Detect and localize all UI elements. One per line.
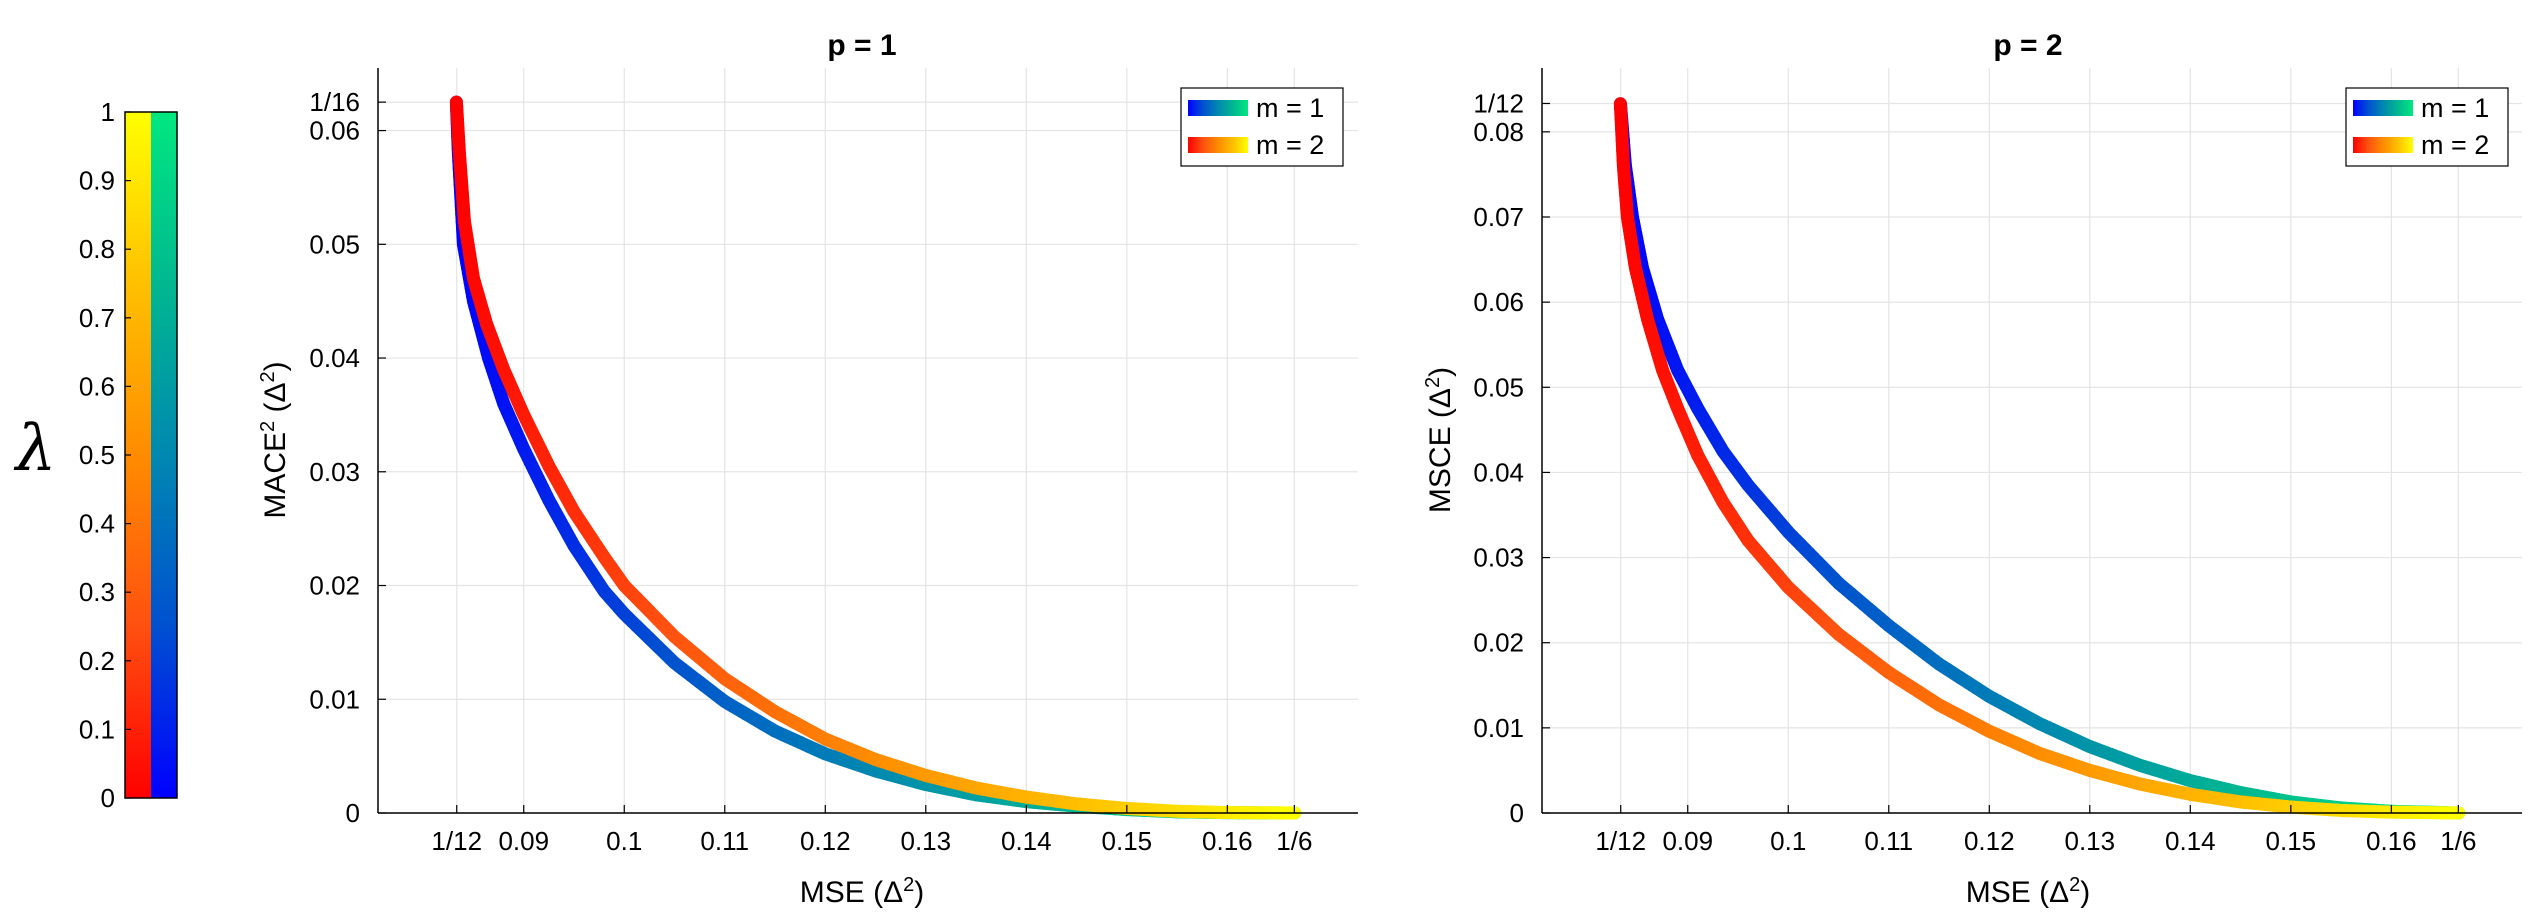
colorbar: λ 0 0.1 0.2 0.3 0.4 0.5 0.6 0.7 0.8 0.9 1 [13,97,178,813]
chart-p1-x-ticks: 1/12 0.09 0.1 0.11 0.12 0.13 0.14 0.15 0.16 1/6 [431,805,1312,856]
colorbar-tick-label: 1 [101,97,115,127]
series-2 [1613,97,2466,820]
y-tick-label: 1/12 [1473,88,1524,118]
chart-p1-legend-swatch-m2 [1188,137,1248,153]
x-tick-label: 0.11 [700,826,749,856]
colorbar-tick-label: 0.9 [79,166,115,196]
y-tick-label: 0.06 [309,116,360,146]
chart-p2-legend-swatch-m2 [2353,137,2413,153]
x-tick-label: 0.09 [498,826,549,856]
y-tick-label: 0.05 [309,229,360,259]
chart-p2-xlabel: MSE (Δ2) [1966,874,2091,909]
colorbar-label: λ [13,412,57,486]
colorbar-ticks: 0 0.1 0.2 0.3 0.4 0.5 0.6 0.7 0.8 0.9 1 [79,97,131,813]
x-tick-label: 0.1 [1770,826,1806,856]
series-1 [1613,97,2466,820]
chart-p2-title: p = 2 [1993,29,2062,62]
y-tick-label: 0.04 [1473,457,1524,487]
y-tick-label: 0.07 [1473,202,1524,232]
x-tick-label: 0.13 [2064,826,2115,856]
colorbar-tick-label: 0.5 [79,440,115,470]
y-tick-label: 1/16 [309,87,360,117]
x-tick-label: 0.12 [800,826,851,856]
y-tick-label: 0.05 [1473,372,1524,402]
series-1 [449,95,1302,820]
chart-p2: p = 2 1/12 0.09 0.1 0.11 0.12 0.13 0.14 0.15 0.1… [1422,29,2522,909]
chart-p2-ylabel: MSCE (Δ2) [1422,367,1457,513]
y-tick-label: 0.02 [309,571,360,601]
colorbar-tick-label: 0 [101,783,115,813]
colorbar-tick-label: 0.4 [79,509,115,539]
colorbar-tick-label: 0.3 [79,577,115,607]
chart-p2-legend-label-m2: m = 2 [2421,130,2489,160]
series-2 [449,95,1302,820]
colorbar-tick-label: 0.1 [79,714,115,744]
x-tick-label: 0.09 [1662,826,1713,856]
chart-p1-xlabel: MSE (Δ2) [800,874,925,909]
x-tick-label: 1/6 [2440,826,2476,856]
x-tick-label: 0.1 [606,826,642,856]
y-tick-label: 0.01 [309,684,360,714]
chart-p2-series [1613,97,2466,820]
x-tick-label: 0.14 [1001,826,1052,856]
y-tick-label: 0 [1510,798,1524,828]
x-tick-label: 1/12 [431,826,482,856]
y-tick-label: 0.02 [1473,628,1524,658]
x-tick-label: 1/12 [1595,826,1646,856]
colorbar-tick-label: 0.6 [79,371,115,401]
x-tick-label: 0.15 [2266,826,2317,856]
x-tick-label: 0.16 [2366,826,2417,856]
y-tick-label: 0.08 [1473,117,1524,147]
chart-p1-legend-label-m1: m = 1 [1256,93,1324,123]
y-tick-label: 0.03 [309,457,360,487]
chart-p2-legend-swatch-m1 [2353,100,2413,116]
chart-p1-title: p = 1 [827,29,896,62]
chart-p1-ylabel: MACE2 (Δ2) [257,361,292,518]
y-tick-label: 0.03 [1473,543,1524,573]
colorbar-strip-m1 [151,112,177,798]
y-tick-label: 0.01 [1473,713,1524,743]
chart-p1-series [449,95,1302,820]
chart-p2-legend: m = 1 m = 2 [2345,87,2509,167]
chart-p1-y-ticks: 0 0.01 0.02 0.03 0.04 0.05 0.061/16 [309,87,386,828]
chart-p1-legend: m = 1 m = 2 [1180,87,1344,167]
chart-p2-x-ticks: 1/12 0.09 0.1 0.11 0.12 0.13 0.14 0.15 0.16 1/6 [1595,805,2476,856]
y-tick-label: 0.04 [309,343,360,373]
chart-p2-legend-label-m1: m = 1 [2421,93,2489,123]
x-tick-label: 0.16 [1202,826,1253,856]
x-tick-label: 0.14 [2165,826,2216,856]
chart-p1-legend-swatch-m1 [1188,100,1248,116]
chart-p1: p = 1 1/12 0.09 0.1 0.11 0.12 0.13 0.14 0.15 0.1… [257,29,1358,909]
chart-p2-y-ticks: 0 0.01 0.02 0.03 0.04 0.05 0.06 0.07 0.081/12 [1473,88,1550,828]
x-tick-label: 0.12 [1964,826,2015,856]
y-tick-label: 0.06 [1473,287,1524,317]
x-tick-label: 0.11 [1864,826,1913,856]
x-tick-label: 0.13 [900,826,951,856]
x-tick-label: 1/6 [1276,826,1312,856]
chart-p1-legend-label-m2: m = 2 [1256,130,1324,160]
colorbar-tick-label: 0.8 [79,234,115,264]
colorbar-tick-label: 0.2 [79,646,115,676]
colorbar-tick-label: 0.7 [79,303,115,333]
x-tick-label: 0.15 [1102,826,1153,856]
y-tick-label: 0 [346,798,360,828]
